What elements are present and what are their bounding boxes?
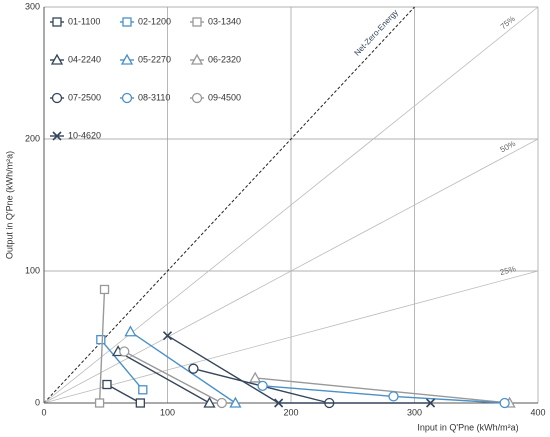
- x-tick-label: 100: [160, 407, 175, 417]
- marker: [96, 334, 106, 345]
- reference-label: 25%: [499, 264, 517, 277]
- reference-label: Net-Zero-Energy: [353, 8, 400, 58]
- reference-line: [43, 138, 539, 404]
- legend-label: 03-1340: [208, 16, 241, 26]
- marker: [257, 380, 268, 391]
- legend-marker: [122, 17, 132, 27]
- reference-line: [43, 6, 539, 404]
- marker: [249, 371, 262, 383]
- marker: [425, 398, 436, 408]
- marker: [229, 396, 242, 408]
- series-line: [100, 339, 144, 391]
- legend-marker: [52, 17, 62, 27]
- reference-label: 75%: [499, 14, 517, 31]
- x-tick-label: 0: [41, 407, 46, 417]
- marker: [203, 396, 216, 408]
- marker: [124, 325, 137, 337]
- legend-marker: [52, 131, 62, 141]
- y-axis-title: Output in Q'Pne (kWh/m²a): [4, 151, 14, 259]
- marker: [138, 385, 148, 395]
- marker: [94, 398, 105, 408]
- x-axis-title: Input in Q'Pne (kWh/m²a): [417, 422, 518, 432]
- legend-marker: [191, 92, 203, 104]
- y-tick-label: 300: [25, 1, 40, 11]
- series-line: [123, 350, 223, 404]
- reference-line: [43, 6, 415, 404]
- marker: [388, 391, 399, 402]
- marker: [135, 398, 145, 408]
- y-tick-label: 0: [35, 397, 40, 407]
- legend-label: 08-3110: [138, 92, 170, 102]
- legend-marker: [120, 53, 134, 65]
- legend-label: 06-2320: [208, 54, 241, 64]
- legend-label: 10-4620: [68, 130, 101, 140]
- legend-marker: [192, 17, 202, 27]
- legend-label: 09-4500: [208, 92, 241, 102]
- legend-marker: [121, 92, 133, 104]
- x-tick-label: 300: [407, 407, 422, 417]
- y-tick-label: 100: [25, 265, 40, 275]
- legend-label: 05-2270: [138, 54, 171, 64]
- reference-line: [43, 270, 539, 404]
- x-tick-label: 400: [530, 407, 545, 417]
- legend-label: 01-1100: [68, 16, 100, 26]
- series-line: [130, 331, 236, 404]
- legend-label: 02-1200: [138, 16, 171, 26]
- x-tick-label: 200: [283, 407, 298, 417]
- marker: [499, 397, 510, 409]
- y-tick-label: 200: [25, 133, 40, 143]
- marker: [188, 363, 199, 374]
- marker: [216, 397, 227, 409]
- marker: [162, 331, 173, 341]
- marker: [102, 379, 112, 390]
- marker: [274, 398, 284, 408]
- legend-marker: [50, 53, 64, 65]
- legend-marker: [51, 92, 63, 104]
- marker: [119, 346, 130, 357]
- series-line: [262, 385, 505, 404]
- series-line: [98, 289, 106, 404]
- legend-marker: [190, 53, 204, 65]
- marker: [99, 284, 110, 295]
- legend-label: 04-2240: [68, 54, 101, 64]
- series-line: [106, 383, 141, 404]
- series-line: [117, 350, 210, 404]
- series-line: [255, 377, 510, 404]
- legend-label: 07-2500: [68, 92, 101, 102]
